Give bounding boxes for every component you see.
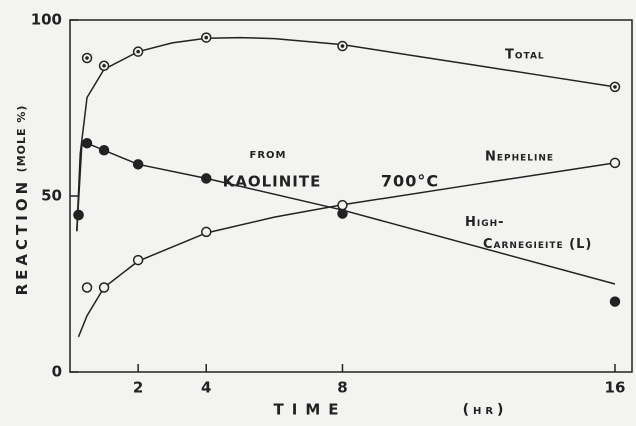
annotation: From	[250, 150, 287, 161]
y-axis-label: Reaction (mole %)	[13, 105, 31, 296]
data-point-dot	[613, 85, 617, 89]
data-point	[200, 173, 212, 184]
series-label: Total	[505, 48, 545, 63]
annotation: 700°C	[381, 172, 439, 191]
x-tick-label: 8	[337, 379, 347, 397]
data-point-dot	[204, 35, 209, 40]
data-point	[98, 282, 110, 293]
data-point-dot	[340, 44, 345, 48]
x-tick-label: 16	[605, 379, 626, 397]
data-point	[73, 209, 84, 221]
x-axis-label: Time	[274, 401, 347, 419]
data-point	[337, 199, 348, 211]
plot-frame	[69, 19, 633, 373]
data-point-dot	[136, 49, 140, 54]
data-point	[200, 226, 212, 238]
x-axis-unit: (hr)	[463, 402, 508, 418]
data-point	[132, 254, 144, 266]
curve	[76, 36, 616, 232]
data-point	[609, 157, 621, 169]
data-point	[609, 296, 621, 307]
series-label: High-Carnegieite (L)	[465, 215, 592, 252]
data-point	[98, 144, 110, 156]
y-tick-label: 100	[31, 11, 62, 29]
x-tick-label: 4	[201, 379, 211, 397]
data-point-dot	[102, 63, 106, 68]
y-tick-label: 0	[52, 363, 62, 381]
data-point-dot	[85, 56, 89, 60]
y-tick-label: 50	[41, 187, 62, 205]
data-point	[81, 282, 93, 293]
x-tick-label: 2	[133, 379, 143, 397]
data-point	[337, 208, 348, 219]
series-label: Nepheline	[485, 150, 554, 165]
data-point	[81, 137, 93, 149]
data-point	[132, 159, 144, 170]
annotation: Kaolinite	[223, 173, 322, 191]
